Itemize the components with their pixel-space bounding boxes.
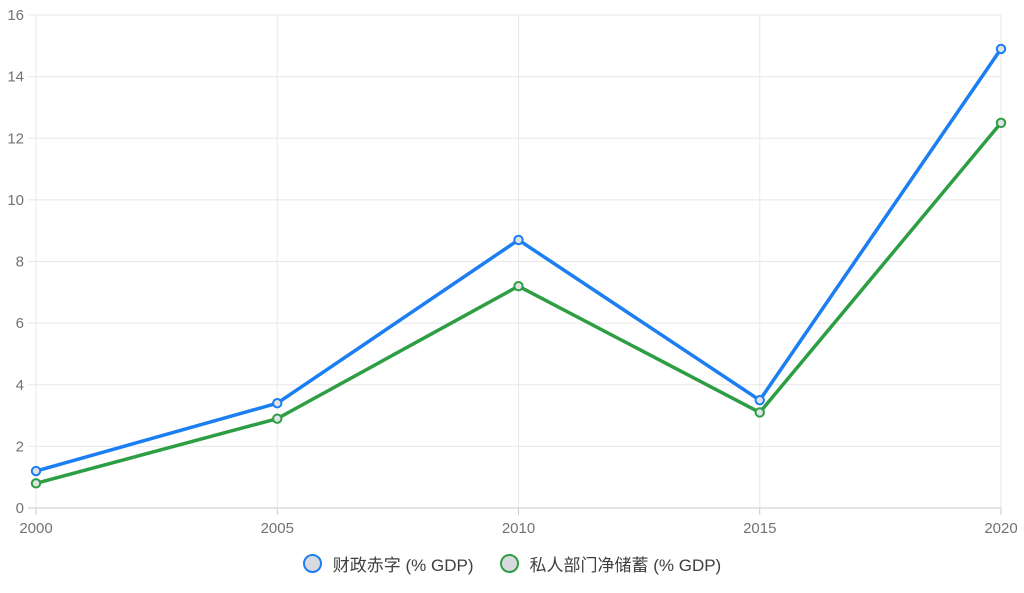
y-tick-label: 10 [7, 192, 24, 209]
data-point-marker-0-1 [272, 398, 283, 409]
y-tick-label: 16 [7, 7, 24, 24]
y-tick-label: 8 [16, 254, 24, 271]
legend-marker-green-circle-icon [499, 554, 519, 573]
x-tick-label: 2015 [743, 520, 776, 537]
y-tick-label: 0 [16, 500, 24, 517]
legend-item-private-savings[interactable]: 私人部门净储蓄 (% GDP) [499, 551, 722, 576]
x-tick-label: 2020 [984, 520, 1017, 537]
data-point-marker-1-2 [513, 280, 524, 292]
y-tick-label: 4 [16, 377, 24, 394]
legend-marker-blue-circle-icon [302, 554, 322, 573]
x-tick-label: 2000 [19, 520, 52, 537]
data-point-marker-1-0 [30, 478, 42, 489]
y-tick-label: 6 [16, 315, 24, 332]
y-tick-label: 2 [16, 438, 24, 455]
data-point-marker-0-2 [513, 234, 524, 246]
chart-legend: 财政赤字 (% GDP) 私人部门净储蓄 (% GDP) [0, 551, 1024, 576]
legend-label-fiscal-deficit: 财政赤字 (% GDP) [332, 556, 474, 575]
data-point-marker-1-4 [995, 117, 1007, 129]
y-tick-label: 14 [7, 69, 24, 86]
legend-label-private-savings: 私人部门净储蓄 (% GDP) [529, 556, 722, 575]
data-point-marker-1-1 [272, 413, 283, 424]
x-tick-label: 2010 [502, 520, 535, 537]
x-tick-label: 2005 [261, 520, 294, 537]
data-point-marker-1-3 [754, 407, 765, 418]
y-tick-label: 12 [7, 130, 24, 147]
data-point-marker-0-0 [30, 465, 42, 477]
data-point-marker-0-4 [995, 43, 1007, 55]
data-point-marker-0-3 [754, 394, 765, 406]
legend-item-fiscal-deficit[interactable]: 财政赤字 (% GDP) [302, 551, 474, 576]
